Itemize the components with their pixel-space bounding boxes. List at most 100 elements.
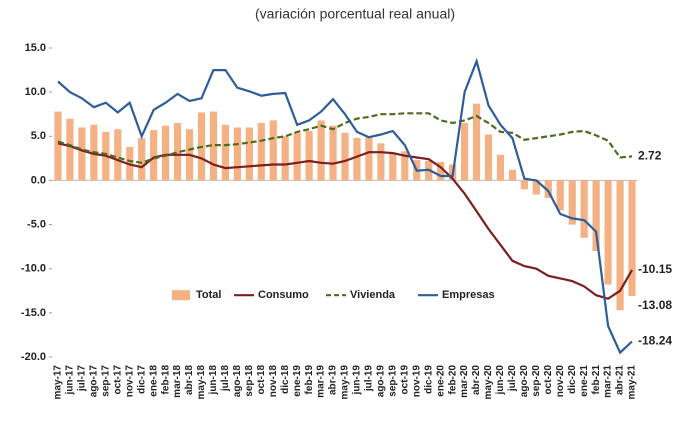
- bar: [329, 125, 337, 181]
- x-tick-label: ago-20: [519, 365, 530, 398]
- bar: [138, 138, 146, 181]
- bar: [54, 111, 62, 181]
- bar: [162, 125, 170, 181]
- x-tick-label: abr-18: [184, 365, 195, 395]
- bar: [293, 132, 301, 181]
- end-label: -10.15: [638, 262, 672, 276]
- x-tick-label: oct-18: [256, 365, 267, 395]
- bar: [508, 169, 517, 181]
- bar: [628, 180, 636, 296]
- line-vivienda: [57, 112, 633, 164]
- bar: [221, 124, 229, 181]
- x-tick-label: ene-21: [579, 365, 590, 397]
- bar: [544, 180, 552, 199]
- bar: [66, 118, 74, 181]
- end-label: -18.24: [638, 334, 672, 348]
- bar: [592, 180, 600, 252]
- x-tick-label: abr-21: [615, 365, 626, 395]
- x-tick-label: dic-20: [567, 365, 578, 394]
- bar: [245, 127, 253, 181]
- bar: [604, 180, 612, 285]
- bar: [568, 180, 576, 225]
- x-tick-label: sep-19: [387, 365, 398, 397]
- x-tick-label: oct-20: [543, 365, 554, 395]
- bar: [257, 123, 265, 181]
- bar: [556, 180, 564, 211]
- bar: [269, 120, 277, 181]
- x-tick-label: sep-17: [100, 365, 111, 397]
- x-tick-label: sep-18: [244, 365, 255, 397]
- legend-label: Vivienda: [350, 289, 396, 301]
- x-tick-label: sep-20: [531, 365, 542, 397]
- bar: [305, 130, 313, 181]
- bar: [114, 129, 122, 181]
- bar: [377, 143, 385, 181]
- x-tick-label: mar-19: [316, 365, 327, 398]
- x-tick-label: jul-17: [77, 365, 88, 393]
- x-tick-label: nov-18: [268, 365, 279, 398]
- x-tick-label: jul-20: [507, 365, 518, 393]
- x-tick-label: may-18: [196, 365, 207, 400]
- y-tick-label: 10.0: [25, 86, 46, 98]
- x-tick-label: ene-19: [292, 365, 303, 397]
- x-tick-label: abr-20: [471, 365, 482, 395]
- x-tick-label: mar-20: [459, 365, 470, 398]
- x-tick-label: jun-19: [352, 365, 363, 396]
- y-tick-label: -15.0: [21, 307, 46, 319]
- bar: [401, 151, 409, 181]
- bar: [353, 138, 361, 181]
- x-tick-label: jun-20: [495, 365, 506, 396]
- x-tick-label: ene-18: [148, 365, 159, 397]
- x-tick-label: ago-17: [88, 365, 99, 398]
- legend-label: Total: [196, 289, 221, 301]
- bar: [281, 136, 289, 181]
- x-tick-label: ago-19: [376, 365, 387, 398]
- bar: [150, 130, 158, 181]
- end-label: 2.72: [638, 149, 662, 163]
- x-tick-label: nov-17: [124, 365, 135, 398]
- bar: [389, 153, 397, 181]
- y-tick-label: 0.0: [31, 174, 46, 186]
- x-tick-label: dic-18: [280, 365, 291, 394]
- x-tick-label: oct-19: [399, 365, 410, 395]
- y-tick-label: 5.0: [31, 130, 46, 142]
- x-tick-label: feb-20: [447, 365, 458, 395]
- bar: [78, 127, 86, 181]
- bar: [580, 180, 588, 238]
- bar: [209, 111, 218, 181]
- x-tick-label: mar-21: [603, 365, 614, 398]
- y-tick-label: -5.0: [27, 218, 46, 230]
- x-tick-label: may-20: [483, 365, 494, 400]
- x-tick-label: may-19: [340, 365, 351, 400]
- legend-swatch: [172, 290, 190, 301]
- end-label: -13.08: [638, 298, 672, 312]
- x-tick-label: jul-19: [364, 365, 375, 393]
- x-tick-label: jun-17: [65, 365, 76, 396]
- bar: [496, 154, 505, 181]
- bar: [365, 136, 373, 181]
- chart-subtitle: (variación porcentual real anual): [255, 6, 455, 22]
- bar: [472, 103, 481, 181]
- bar: [532, 180, 540, 195]
- x-tick-label: feb-19: [304, 365, 315, 395]
- x-tick-label: feb-18: [160, 365, 171, 395]
- bar: [616, 180, 624, 311]
- x-tick-label: oct-17: [112, 365, 123, 395]
- x-tick-label: may-17: [53, 365, 64, 400]
- legend-label: Consumo: [258, 289, 309, 301]
- x-tick-label: dic-17: [136, 365, 147, 394]
- x-tick-label: mar-18: [172, 365, 183, 398]
- line-empresas: [57, 57, 633, 355]
- bar: [484, 134, 493, 181]
- x-tick-label: dic-19: [423, 365, 434, 394]
- y-tick-label: -10.0: [21, 263, 46, 275]
- bar: [341, 132, 349, 181]
- y-tick-label: 15.0: [25, 42, 46, 54]
- x-tick-label: ago-18: [232, 365, 243, 398]
- y-tick-label: -20.0: [21, 351, 46, 363]
- legend-label: Empresas: [442, 289, 495, 301]
- x-tick-label: abr-19: [328, 365, 339, 395]
- x-tick-label: jul-18: [220, 365, 231, 393]
- x-tick-label: may-21: [627, 365, 638, 400]
